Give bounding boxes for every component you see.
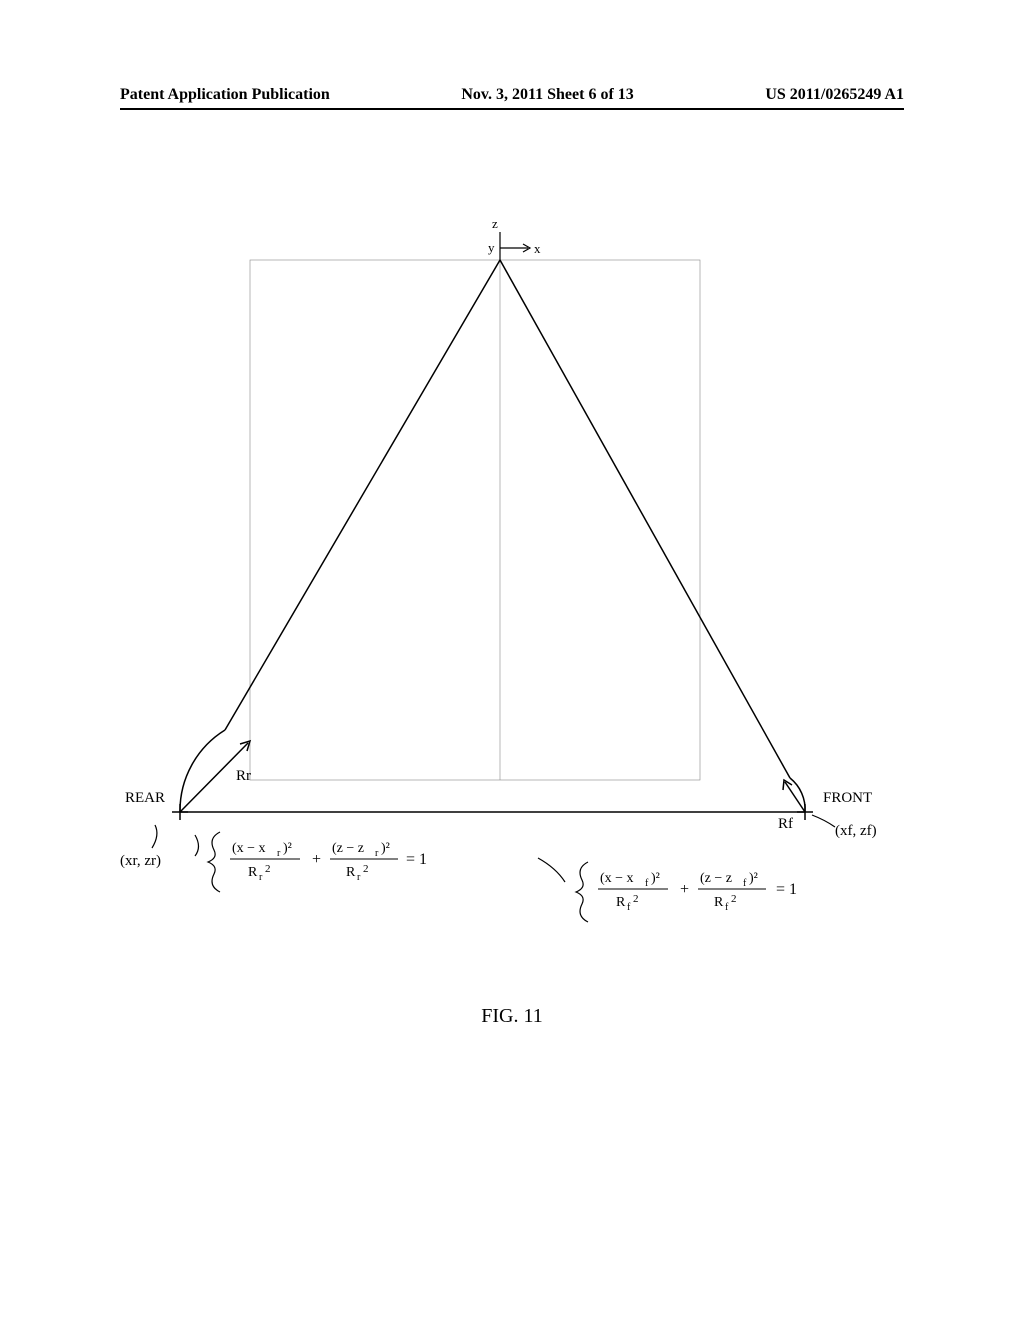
triangle-left-side — [225, 260, 500, 730]
rear-point-label: (xr, zr) — [120, 853, 161, 869]
axis-z-label: z — [492, 216, 498, 231]
radius-rear-label: Rr — [236, 768, 251, 784]
header-date-sheet: Nov. 3, 2011 Sheet 6 of 13 — [461, 86, 633, 104]
front-point-leader — [812, 815, 835, 827]
axis-y-label: y — [488, 240, 495, 255]
svg-text:(x − x: (x − x — [600, 871, 634, 886]
svg-text:R: R — [346, 865, 356, 880]
svg-text:)²: )² — [381, 841, 390, 856]
svg-text:2: 2 — [265, 863, 271, 875]
header-patent-number: US 2011/0265249 A1 — [765, 86, 904, 104]
front-point-label: (xf, zf) — [835, 823, 877, 839]
header-publication: Patent Application Publication — [120, 86, 330, 104]
svg-text:+: + — [312, 851, 321, 868]
page-header: Patent Application Publication Nov. 3, 2… — [0, 86, 1024, 104]
radius-front-label: Rf — [778, 816, 793, 832]
svg-text:)²: )² — [749, 871, 758, 886]
svg-text:R: R — [248, 865, 258, 880]
coordinate-axes: z y x — [488, 216, 541, 260]
svg-text:(x − x: (x − x — [232, 841, 266, 856]
svg-text:r: r — [357, 872, 361, 883]
svg-text:= 1: = 1 — [776, 881, 797, 898]
svg-text:r: r — [277, 848, 281, 859]
rear-equation: (x − x r )² R r 2 + (z − z r )² R r 2 = … — [230, 841, 427, 883]
svg-text:(z − z: (z − z — [700, 871, 732, 886]
rear-equation-brace — [208, 832, 220, 892]
front-side-label: FRONT — [823, 790, 872, 806]
triangle-right-side — [500, 260, 790, 778]
front-corner-arc — [790, 778, 805, 812]
bounding-box — [250, 260, 700, 780]
front-equation-leader — [538, 858, 565, 882]
svg-text:f: f — [725, 902, 729, 913]
figure-11: z y x Rr — [140, 250, 880, 950]
svg-text:f: f — [645, 878, 649, 889]
front-equation-brace — [576, 862, 588, 922]
svg-text:R: R — [616, 895, 626, 910]
svg-text:)²: )² — [283, 841, 292, 856]
rear-equation-leader — [195, 835, 199, 856]
figure-caption: FIG. 11 — [0, 1005, 1024, 1028]
svg-text:f: f — [627, 902, 631, 913]
svg-text:2: 2 — [633, 893, 639, 905]
figure-svg: z y x Rr — [140, 250, 880, 950]
svg-text:(z − z: (z − z — [332, 841, 364, 856]
svg-text:+: + — [680, 881, 689, 898]
svg-text:= 1: = 1 — [406, 851, 427, 868]
front-equation: (x − x f )² R f 2 + (z − z f )² R f 2 = … — [598, 871, 797, 913]
svg-text:2: 2 — [731, 893, 737, 905]
rear-point-leader — [152, 825, 157, 848]
svg-text:r: r — [259, 872, 263, 883]
svg-text:2: 2 — [363, 863, 369, 875]
svg-text:)²: )² — [651, 871, 660, 886]
rear-side-label: REAR — [125, 790, 165, 806]
front-radius-arrow — [783, 780, 805, 812]
header-rule — [120, 108, 904, 110]
svg-text:f: f — [743, 878, 747, 889]
svg-text:R: R — [714, 895, 724, 910]
rear-corner-arc — [180, 730, 225, 812]
axis-x-label: x — [534, 241, 541, 256]
svg-text:r: r — [375, 848, 379, 859]
